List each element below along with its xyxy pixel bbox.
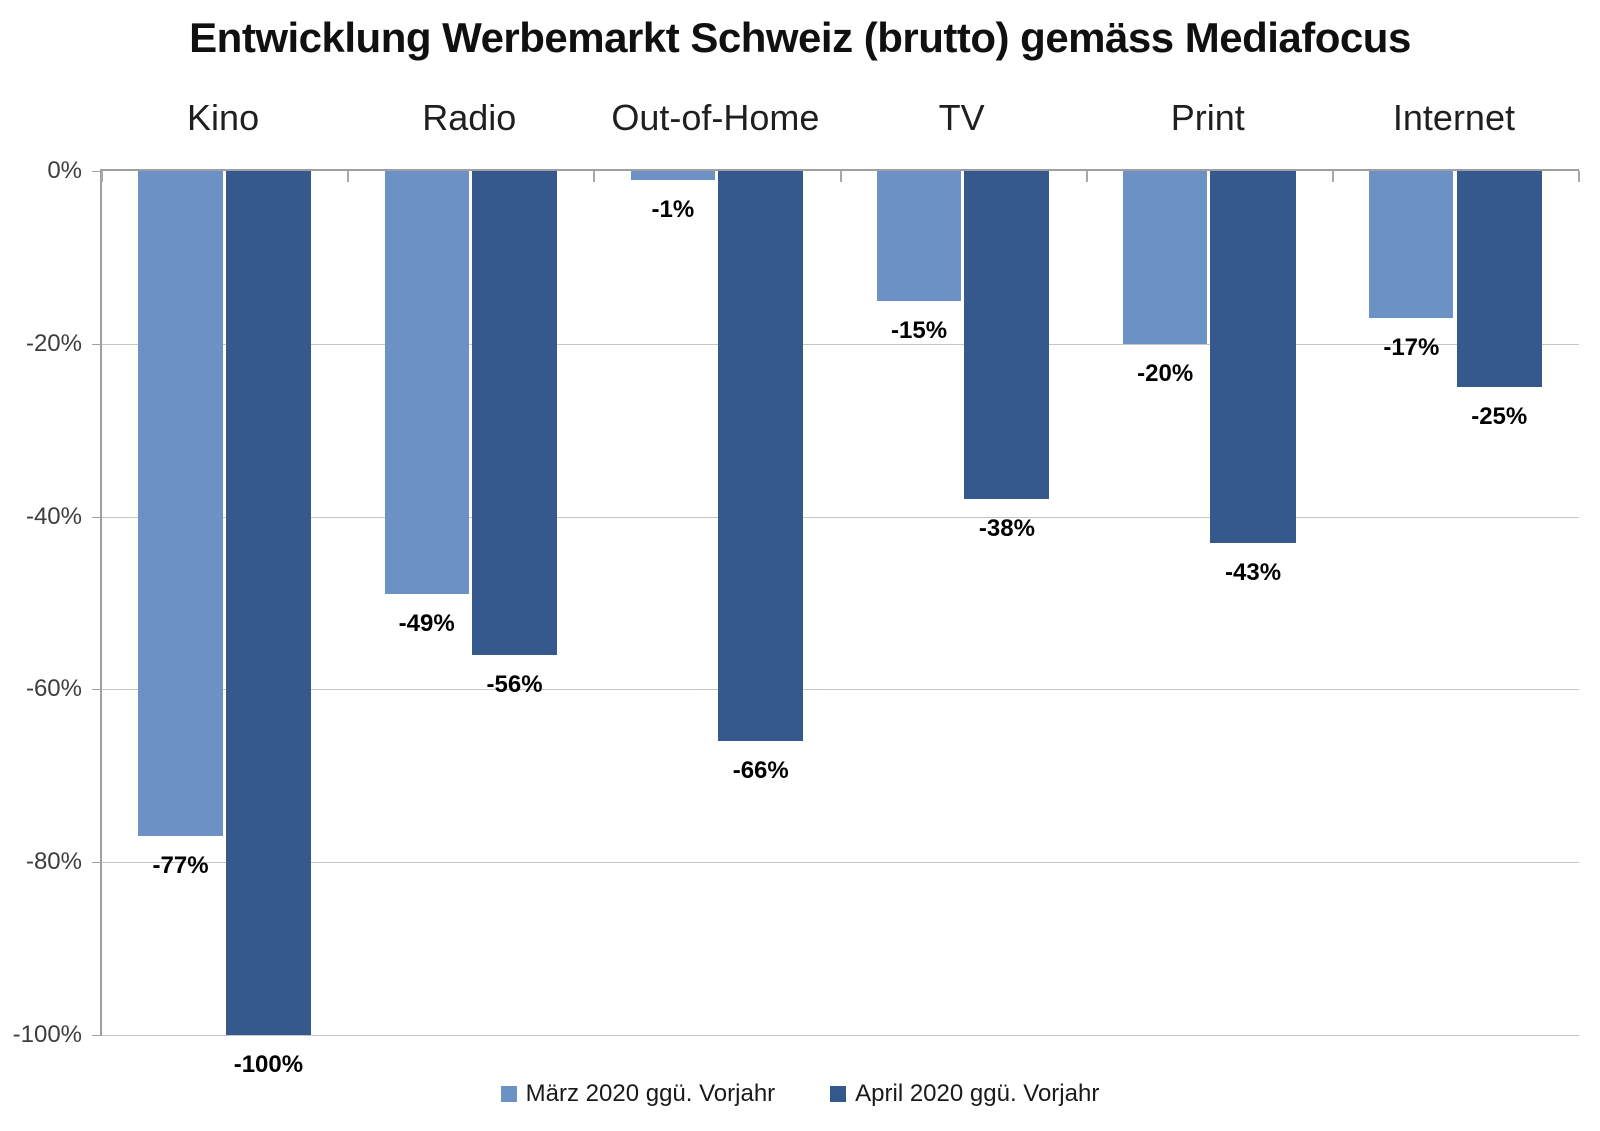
bar-value-label: -20%: [1137, 359, 1194, 387]
y-axis-tick: [92, 171, 102, 172]
bar: [718, 171, 804, 742]
y-axis-tick-label: -40%: [25, 502, 82, 530]
bar: [1456, 171, 1542, 387]
y-axis-tick: [92, 1035, 102, 1036]
y-axis-tick-label: 0%: [47, 157, 82, 184]
bar-value-label: -15%: [891, 316, 948, 344]
bar-value-label: -66%: [732, 757, 789, 785]
category-axis: Kino Radio Out-of-Home TV Print Internet: [100, 98, 1577, 138]
bar-value-label: -25%: [1471, 403, 1528, 430]
legend-label: April 2020 ggü. Vorjahr: [855, 1080, 1100, 1107]
bar-value-label: -100%: [233, 1051, 304, 1078]
bar-value-label: -1%: [651, 195, 695, 223]
category-label: Out-of-Home: [611, 97, 820, 138]
legend-swatch: [830, 1086, 847, 1102]
bar-value-label: -38%: [978, 515, 1035, 543]
gridline: [102, 862, 1579, 864]
legend-item: April 2020 ggü. Vorjahr: [830, 1080, 1099, 1108]
x-axis-tick: [1578, 171, 1580, 182]
category-label: Internet: [1392, 97, 1515, 138]
category-label: Radio: [422, 97, 517, 138]
bar: [471, 171, 558, 655]
y-axis-tick-label: -60%: [25, 675, 82, 703]
x-axis-tick: [1331, 171, 1334, 182]
legend: März 2020 ggü. Vorjahr April 2020 ggü. Vo…: [0, 1080, 1600, 1108]
bar: [964, 171, 1050, 500]
y-axis-tick: [92, 862, 102, 864]
chart-title: Entwicklung Werbemarkt Schweiz (brutto) …: [189, 14, 1411, 61]
bar-value-label: -49%: [398, 610, 455, 638]
gridline: [102, 343, 1579, 345]
gridline: [102, 1035, 1579, 1036]
bar-value-label: -77%: [152, 852, 209, 880]
bar: [876, 171, 962, 301]
legend-swatch: [500, 1086, 517, 1102]
bar: [630, 171, 715, 180]
y-axis-tick-label: -20%: [25, 329, 82, 357]
bar-value-label: -56%: [486, 670, 543, 698]
y-axis-tick-label: -100%: [12, 1021, 82, 1048]
plot-area: 0% -20% -40% -60% -80% -100% -77% -49% -1% -15% -2…: [13, 157, 1580, 1077]
y-axis-tick: [92, 343, 102, 345]
y-axis-tick-label: -80%: [25, 848, 82, 876]
bar-value-label: -17%: [1383, 333, 1440, 361]
x-axis-tick: [839, 171, 842, 182]
category-label: TV: [938, 97, 985, 138]
y-axis-tick: [92, 516, 102, 518]
x-axis-tick: [347, 171, 350, 182]
category-label: Kino: [187, 97, 260, 138]
legend-item: März 2020 ggü. Vorjahr: [500, 1080, 776, 1108]
gridline: [102, 516, 1579, 518]
bar: [1210, 171, 1296, 543]
y-axis-tick: [92, 689, 102, 691]
bar: [1369, 171, 1454, 318]
bar: [225, 171, 311, 1035]
x-axis-tick: [101, 171, 103, 182]
legend-label: März 2020 ggü. Vorjahr: [525, 1080, 776, 1107]
category-label: Print: [1170, 97, 1245, 138]
x-axis-tick: [1085, 171, 1088, 182]
bar: [384, 171, 469, 595]
bar: [1123, 171, 1208, 344]
bar: [138, 171, 223, 837]
gridline: [102, 689, 1579, 691]
bar-value-label: -43%: [1225, 558, 1282, 586]
x-axis-tick: [593, 171, 596, 182]
